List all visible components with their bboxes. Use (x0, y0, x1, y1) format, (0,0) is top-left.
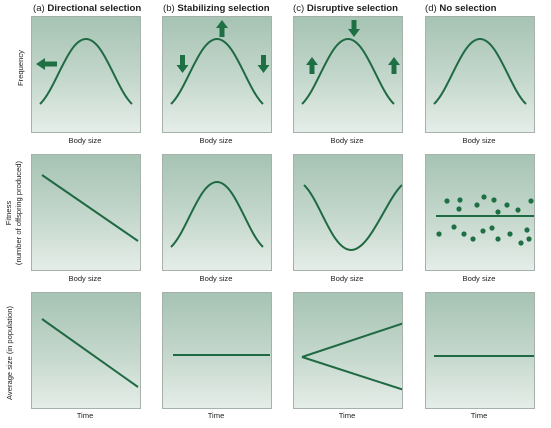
frequency-directional-graphic (36, 37, 133, 105)
arrow-down-icon (348, 20, 360, 37)
frequency-disruptive-graphic (301, 20, 400, 105)
column-title-d-name: No selection (439, 3, 497, 14)
arrow-down-icon (257, 55, 270, 73)
arrow-up-icon (216, 20, 228, 37)
average-disruptive-graphic (301, 322, 402, 391)
panel-fitness-none (425, 154, 535, 271)
panel-fitness-directional (31, 154, 141, 271)
xlabel-average-b: Time (207, 411, 225, 420)
panel-frequency-directional (31, 16, 141, 133)
scatter-point (518, 240, 524, 246)
xlabel-frequency-d: Body size (462, 136, 496, 145)
frequency-axis-label-line1: Frequency (16, 50, 25, 86)
scatter-point (480, 228, 486, 234)
arrow-up-icon (388, 57, 400, 74)
scatter-point (495, 236, 501, 242)
average-size-axis-label-line1: Average size (in population) (5, 306, 14, 400)
panel-frequency-stabilizing (162, 16, 272, 133)
scatter-point (456, 206, 462, 212)
scatter-point (474, 202, 480, 208)
panel-average-disruptive (293, 292, 403, 409)
scatter-point (489, 225, 495, 231)
frequency-bell-curve (433, 37, 527, 105)
scatter-point (504, 202, 510, 208)
column-title-a-letter: (a) (33, 3, 45, 14)
xlabel-frequency-c: Body size (330, 136, 364, 145)
scatter-point (481, 194, 487, 200)
column-title-b: (b) Stabilizing selection (163, 3, 270, 15)
scatter-point (495, 209, 501, 215)
scatter-point (444, 198, 450, 204)
fitness-decreasing-line (41, 174, 139, 242)
average-stabilizing-graphic (173, 354, 270, 356)
frequency-bell-curve (39, 37, 133, 105)
scatter-point (457, 197, 463, 203)
arrow-down-icon (176, 55, 189, 73)
panel-frequency-disruptive (293, 16, 403, 133)
xlabel-fitness-c: Body size (330, 274, 364, 283)
fitness-disruptive-graphic (303, 184, 402, 252)
scatter-point (491, 197, 497, 203)
fitness-directional-graphic (41, 174, 139, 242)
scatter-point (451, 224, 457, 230)
average-diverging-line-down (301, 356, 402, 391)
column-title-a: (a) Directional selection (33, 3, 141, 15)
column-title-c-letter: (c) (293, 3, 305, 14)
fitness-axis-label-line1: Fitness (4, 200, 13, 226)
xlabel-frequency-a: Body size (68, 136, 102, 145)
panel-fitness-disruptive (293, 154, 403, 271)
column-title-c: (c) Disruptive selection (293, 3, 398, 15)
fitness-bell-curve (170, 180, 264, 248)
panel-fitness-stabilizing (162, 154, 272, 271)
fitness-u-curve (303, 184, 402, 252)
frequency-none-graphic (433, 37, 527, 105)
fitness-axis-label: Fitness (number of offspring produced) (4, 143, 28, 283)
scatter-point (515, 207, 521, 213)
average-decreasing-line (41, 318, 139, 388)
scatter-point (524, 227, 530, 233)
frequency-axis-label: Frequency (16, 33, 26, 103)
arrow-left-icon (36, 58, 57, 70)
xlabel-frequency-b: Body size (199, 136, 233, 145)
xlabel-fitness-b: Body size (199, 274, 233, 283)
fitness-none-graphic (436, 194, 534, 246)
scatter-point (526, 236, 532, 242)
xlabel-average-d: Time (470, 411, 488, 420)
arrow-up-icon (306, 57, 318, 74)
column-title-d-letter: (d) (425, 3, 437, 14)
column-title-b-name: Stabilizing selection (177, 3, 270, 14)
scatter-point (461, 231, 467, 237)
column-title-a-name: Directional selection (47, 3, 142, 14)
scatter-point (436, 231, 442, 237)
fitness-stabilizing-graphic (170, 180, 264, 248)
average-directional-graphic (41, 318, 139, 388)
scatter-point (470, 236, 476, 242)
panel-frequency-none (425, 16, 535, 133)
scatter-point (507, 231, 513, 237)
column-title-c-name: Disruptive selection (306, 3, 399, 14)
xlabel-average-c: Time (338, 411, 356, 420)
average-none-graphic (434, 355, 534, 357)
fitness-scatter-points (436, 194, 534, 246)
scatter-point (528, 198, 534, 204)
column-title-d: (d) No selection (425, 3, 496, 15)
fitness-axis-label-line2: (number of offspring produced) (14, 160, 23, 266)
average-diverging-line-up (301, 322, 402, 358)
frequency-bell-curve (301, 37, 395, 105)
xlabel-average-a: Time (76, 411, 94, 420)
panel-average-none (425, 292, 535, 409)
panel-average-directional (31, 292, 141, 409)
frequency-stabilizing-graphic (170, 20, 270, 105)
average-size-axis-label: Average size (in population) (5, 288, 15, 418)
frequency-bell-curve (170, 37, 264, 105)
xlabel-fitness-a: Body size (68, 274, 102, 283)
column-title-b-letter: (b) (163, 3, 175, 14)
panel-average-stabilizing (162, 292, 272, 409)
xlabel-fitness-d: Body size (462, 274, 496, 283)
